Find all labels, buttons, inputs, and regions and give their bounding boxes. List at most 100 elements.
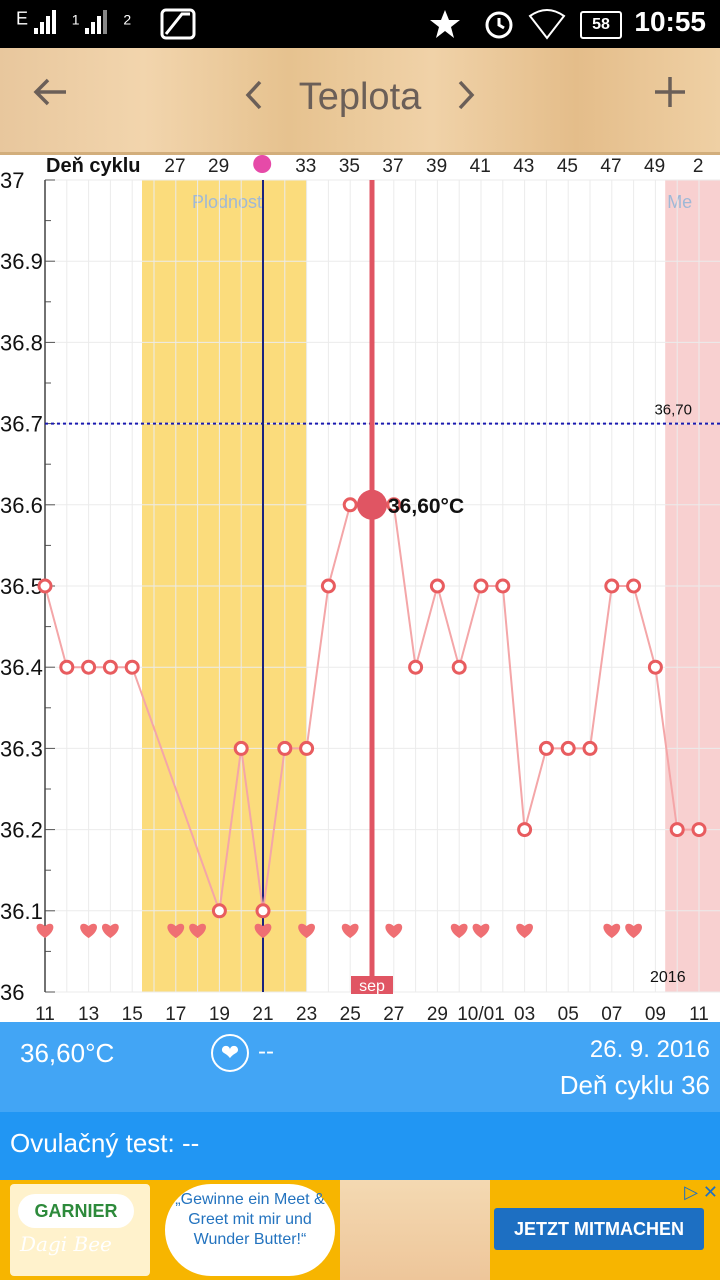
selected-point[interactable] xyxy=(357,489,387,520)
battery-level: 58 xyxy=(592,16,610,33)
temperature-point[interactable] xyxy=(647,659,663,675)
temperature-point[interactable] xyxy=(451,659,467,675)
x-tick-label: 21 xyxy=(252,1004,273,1022)
temperature-point[interactable] xyxy=(233,740,249,756)
ad-brand-logo: GARNIER Dagi Bee xyxy=(10,1184,150,1276)
day-info-panel[interactable]: 36,60°C ❤ -- 26. 9. 2016 Deň cyklu 36 xyxy=(0,1022,720,1112)
heart-marker xyxy=(450,923,468,939)
temperature-point[interactable] xyxy=(102,659,118,675)
temperature-point[interactable] xyxy=(59,659,75,675)
gallery-icon xyxy=(160,8,196,40)
network-type: E xyxy=(16,8,29,29)
selected-date: 26. 9. 2016 xyxy=(589,1036,710,1063)
page-title: Teplota xyxy=(298,76,422,118)
temperature-point[interactable] xyxy=(277,740,293,756)
temperature-point[interactable] xyxy=(211,903,227,919)
network-indicator: E 1 2 xyxy=(16,6,131,36)
x-tick-label: 03 xyxy=(514,1004,535,1022)
selected-month-badge xyxy=(351,976,393,994)
temperature-point[interactable] xyxy=(604,578,620,594)
heart-marker xyxy=(167,923,185,939)
brand-name: GARNIER xyxy=(18,1194,134,1228)
top-tick-label: 43 xyxy=(513,156,534,177)
y-tick-label: 36.5 xyxy=(0,574,43,599)
selected-value-label: 36,60°C xyxy=(388,495,464,518)
temperature-point[interactable] xyxy=(626,578,642,594)
x-tick-label: 05 xyxy=(558,1004,579,1022)
temperature-point[interactable] xyxy=(81,659,97,675)
temperature-point[interactable] xyxy=(495,578,511,594)
y-tick-label: 36.6 xyxy=(0,493,43,518)
heart-marker xyxy=(36,923,54,939)
heart-marker xyxy=(341,923,359,939)
temperature-point[interactable] xyxy=(560,740,576,756)
cover-line-label: 36,70 xyxy=(654,402,692,419)
temperature-point[interactable] xyxy=(255,903,271,919)
top-tick-label: 33 xyxy=(295,156,316,177)
top-tick-label: 2 xyxy=(693,156,704,177)
temperature-point[interactable] xyxy=(538,740,554,756)
sim2-label: 2 xyxy=(123,11,132,28)
top-tick-label: 47 xyxy=(600,156,621,177)
heart-marker xyxy=(385,923,403,939)
temperature-point[interactable] xyxy=(320,578,336,594)
back-button[interactable] xyxy=(32,74,68,117)
ovulation-test-label: Ovulačný test: -- xyxy=(10,1128,200,1158)
fertile-window-label: Plodnosť xyxy=(192,192,264,212)
temperature-point[interactable] xyxy=(691,822,707,838)
clock: 10:55 xyxy=(634,6,706,37)
temperature-chart[interactable]: Plodnosť Me 36 36.1 36.2 36.3 36.4 36.5 36.6 36.7… xyxy=(0,152,720,1022)
temperature-point[interactable] xyxy=(386,497,402,513)
temperature-point[interactable] xyxy=(342,497,358,513)
arrow-left-icon xyxy=(33,78,66,106)
sim1-label: 1 xyxy=(71,11,80,28)
plus-icon xyxy=(655,77,685,107)
heart-marker xyxy=(298,923,315,939)
x-tick-label: 25 xyxy=(340,1004,361,1022)
ovulation-marker-dot xyxy=(253,155,272,173)
year-label: 2016 xyxy=(650,969,686,986)
temperature-point[interactable] xyxy=(124,659,140,675)
wifi-icon xyxy=(528,9,566,40)
top-tick-label: 45 xyxy=(557,156,578,177)
signal-icon xyxy=(33,10,56,34)
temperature-line xyxy=(44,503,699,912)
y-tick-label: 36.8 xyxy=(0,330,43,355)
ad-signature: Dagi Bee xyxy=(20,1232,112,1256)
x-tick-label: 11 xyxy=(35,1004,55,1022)
top-tick-label: 27 xyxy=(164,156,185,177)
temperature-point[interactable] xyxy=(473,578,489,594)
temperature-point[interactable] xyxy=(299,740,315,756)
temperature-point[interactable] xyxy=(408,659,424,675)
top-tick-label: 35 xyxy=(339,156,360,177)
x-tick-label: 09 xyxy=(645,1004,666,1022)
add-button[interactable] xyxy=(652,74,688,117)
temperature-point[interactable] xyxy=(669,822,685,838)
y-tick-label: 36.4 xyxy=(0,655,43,680)
temperature-point[interactable] xyxy=(582,740,598,756)
ad-bubble-text: „Gewinne ein Meet & Greet mit mir und Wu… xyxy=(175,1191,325,1248)
cycle-day: Deň cyklu 36 xyxy=(559,1070,710,1100)
top-tick-label: 49 xyxy=(644,156,665,177)
next-period-button[interactable] xyxy=(456,78,478,119)
temperature-point[interactable] xyxy=(517,822,533,838)
temperature-point[interactable] xyxy=(429,578,445,594)
temperature-point[interactable] xyxy=(37,578,53,594)
x-tick-label: 13 xyxy=(78,1004,99,1022)
ad-speech-bubble: „Gewinne ein Meet & Greet mit mir und Wu… xyxy=(165,1184,335,1276)
ovulation-test-row[interactable]: Ovulačný test: -- xyxy=(0,1112,720,1180)
ad-choices-icon[interactable]: ▷ ✕ xyxy=(684,1182,718,1202)
ad-banner[interactable]: GARNIER Dagi Bee „Gewinne ein Meet & Gre… xyxy=(0,1180,720,1280)
signal-icon xyxy=(85,10,108,34)
intercourse-value: -- xyxy=(258,1038,274,1065)
selected-month-label: sep xyxy=(359,978,385,995)
heart-marker xyxy=(189,923,206,939)
chevron-right-icon xyxy=(458,80,475,110)
ad-cta-button[interactable]: JETZT MITMACHEN xyxy=(494,1208,704,1250)
x-tick-label: 19 xyxy=(209,1004,230,1022)
prev-period-button[interactable] xyxy=(242,78,264,119)
top-axis-title: Deň cyklu xyxy=(46,155,140,177)
chevron-left-icon xyxy=(245,80,262,110)
y-tick-label: 36.1 xyxy=(0,899,43,924)
y-tick-label: 36 xyxy=(0,980,24,1005)
